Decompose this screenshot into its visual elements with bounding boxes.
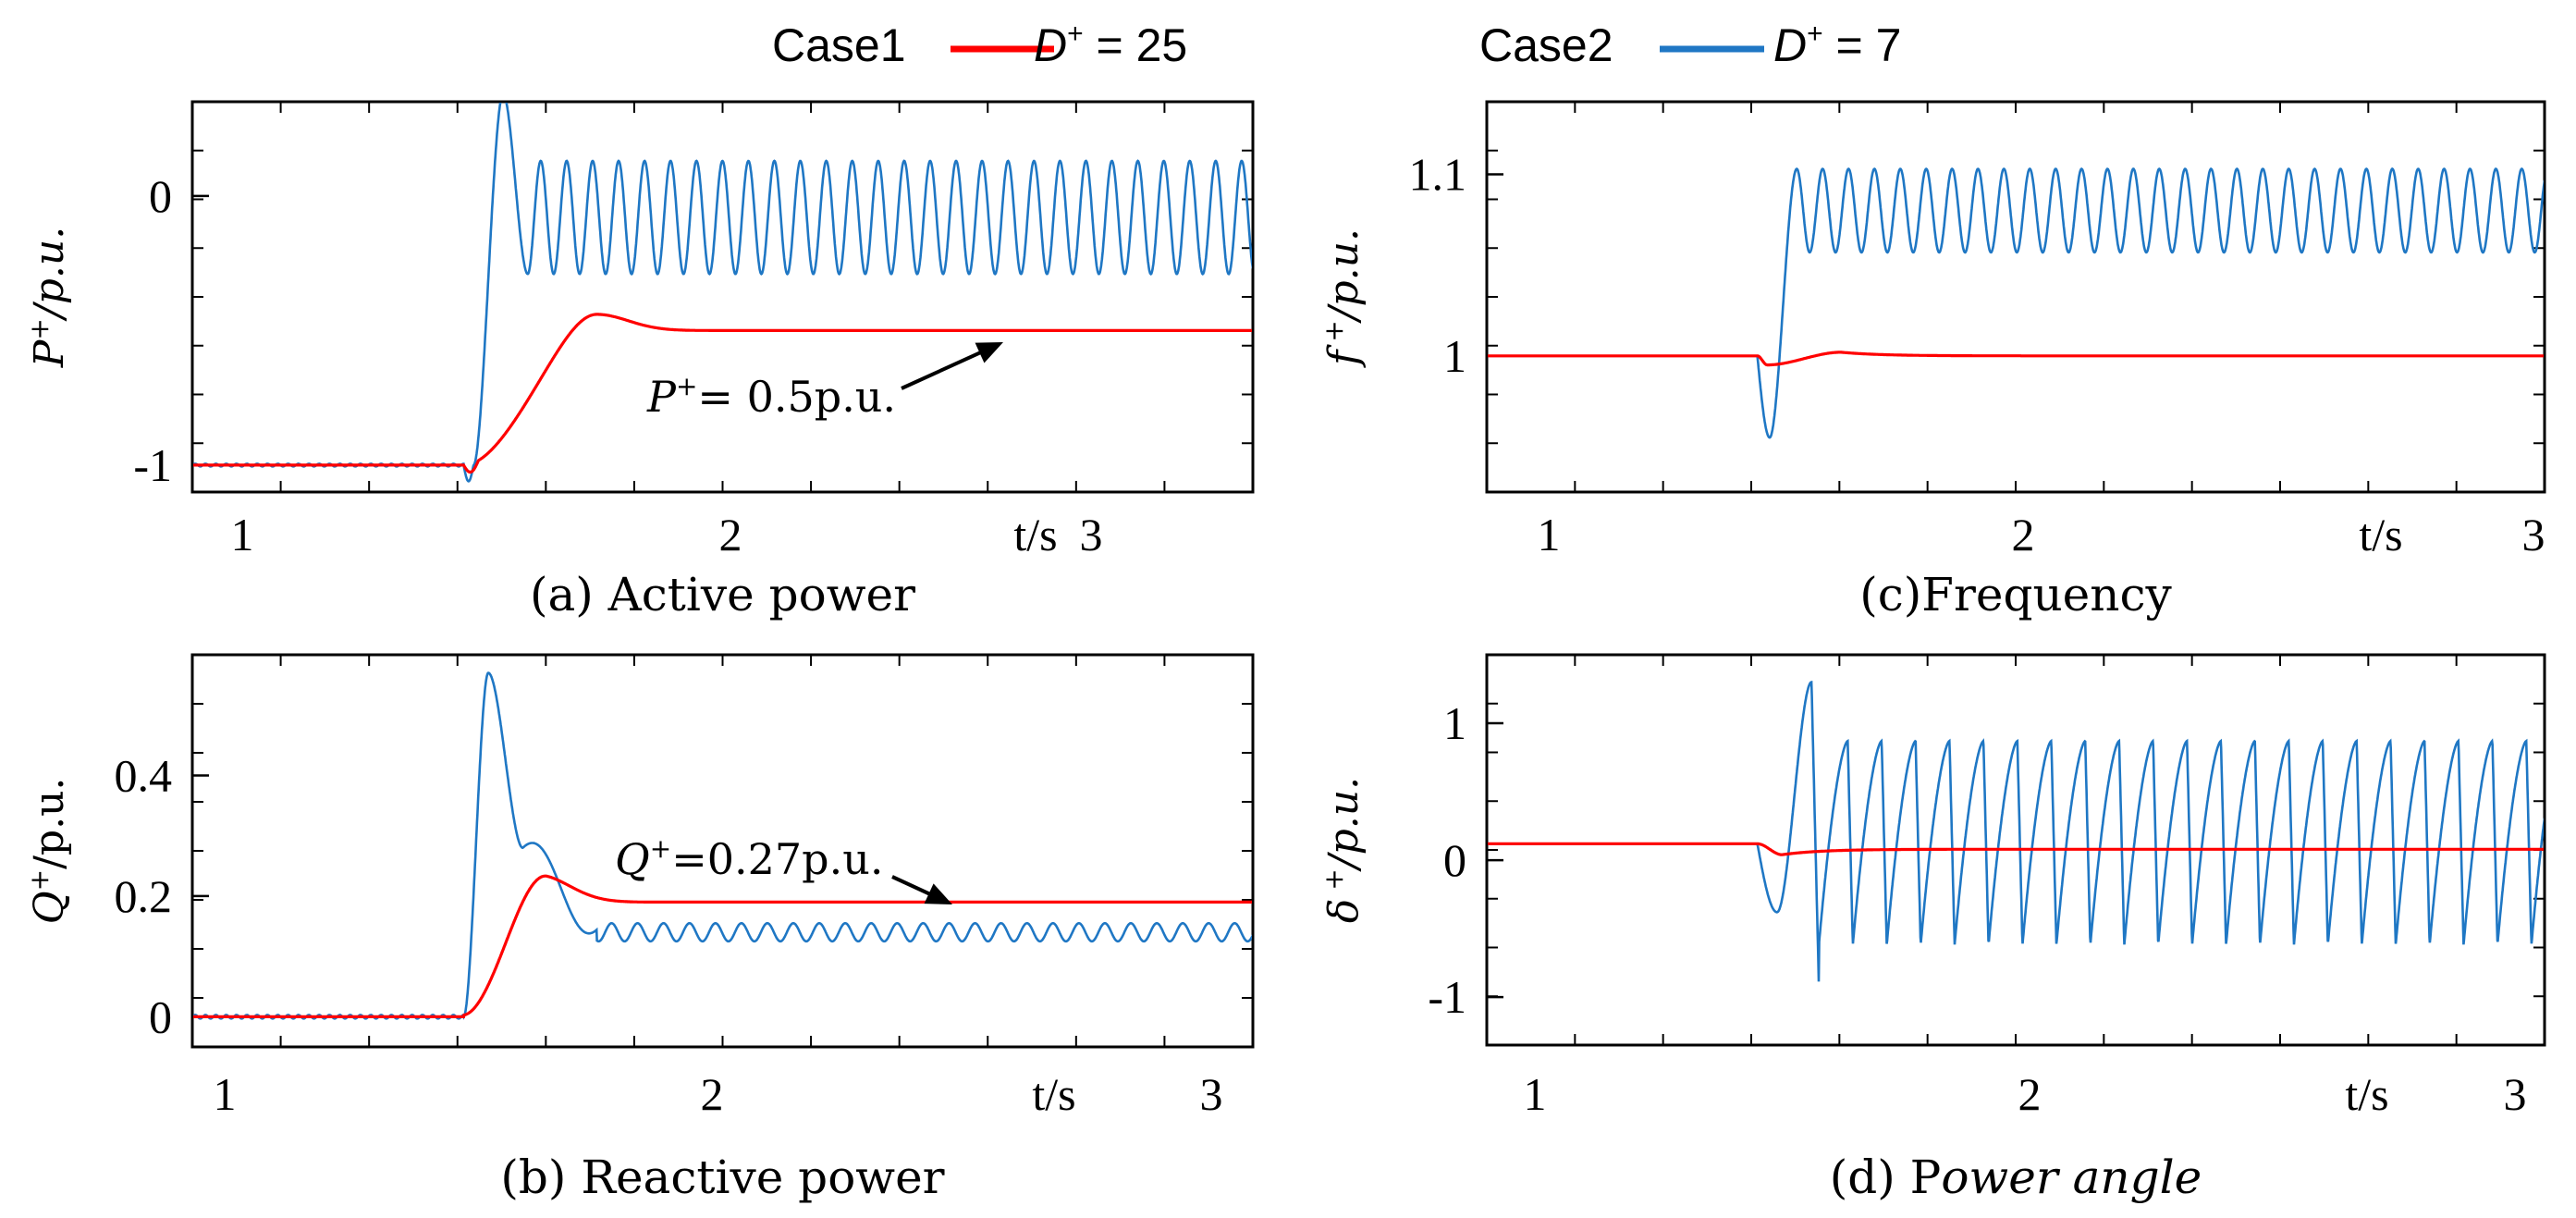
- legend: Case1 D+ = 25 Case2 D+ = 7: [772, 18, 1901, 71]
- x-axis-label: t/s: [1032, 1068, 1075, 1120]
- series-line-case2: [1488, 680, 2544, 982]
- x-tick-label: 1: [1524, 1068, 1547, 1120]
- panel-c: 1.1 1 1 2 3 t/s f +/p.u. (c)Frequency: [1319, 100, 2546, 621]
- y-axis-label: P+/p.u.: [24, 227, 73, 368]
- value-annotation: Q+=0.27p.u.: [615, 833, 883, 884]
- panel-caption: (b) Reactive power: [500, 1150, 944, 1204]
- y-tick-label: 1: [1443, 330, 1466, 382]
- y-axis-label: Q+/p.u.: [24, 778, 73, 925]
- panel-a: 0 -1 1 2 3 t/s P+/p.u. (a) Active power P+= 0.5p…: [24, 100, 1255, 621]
- y-tick-label: 1: [1443, 697, 1466, 749]
- x-tick-label: 2: [701, 1068, 724, 1120]
- series-line-case2: [193, 103, 1252, 483]
- panel-d: 1 0 -1 1 2 3 t/s δ +/p.u. (d) Power angle: [1319, 653, 2546, 1204]
- x-tick-label: 3: [1200, 1068, 1223, 1120]
- panel-caption: (a) Active power: [530, 568, 915, 621]
- x-tick-label: 2: [2012, 509, 2035, 560]
- annotation-arrow: [901, 346, 992, 390]
- series-line-case2: [1488, 167, 2544, 439]
- annotation-arrowhead: [975, 342, 1003, 363]
- panel-b: 0 0.2 0.4 1 2 3 t/s Q+/p.u. (b) Reactive power Q+…: [24, 653, 1255, 1204]
- x-tick-label: 3: [2522, 509, 2545, 560]
- panel-caption: (c)Frequency: [1859, 568, 2172, 621]
- y-tick-label: -1: [1428, 971, 1466, 1023]
- x-tick-label: 3: [2504, 1068, 2527, 1120]
- value-annotation: P+= 0.5p.u.: [646, 371, 896, 422]
- series-line-case1: [1488, 351, 2544, 367]
- y-tick-label: -1: [133, 439, 172, 491]
- plot-frame: [1485, 100, 2546, 494]
- x-axis-label: t/s: [2359, 509, 2402, 560]
- panel-caption: (d) Power angle: [1830, 1150, 2202, 1204]
- legend-case2-name: Case2: [1479, 19, 1613, 71]
- legend-case1-label: D+ = 25: [1034, 18, 1187, 71]
- x-axis-label: t/s: [2345, 1068, 2388, 1120]
- y-axis-label: f +/p.u.: [1319, 228, 1368, 368]
- legend-case2-label: D+ = 7: [1773, 18, 1901, 71]
- series-line-case1: [193, 874, 1252, 1018]
- series-line-case1: [193, 313, 1252, 474]
- y-axis-label: δ +/p.u.: [1319, 777, 1368, 923]
- y-tick-label: 0.4: [115, 749, 173, 801]
- x-axis-label: t/s: [1013, 509, 1057, 560]
- x-tick-label: 1: [214, 1068, 237, 1120]
- y-tick-label: 0: [1443, 834, 1466, 886]
- y-tick-label: 1.1: [1409, 149, 1467, 201]
- y-tick-label: 0: [149, 990, 172, 1042]
- x-tick-label: 2: [2018, 1068, 2042, 1120]
- y-tick-label: 0.2: [115, 870, 173, 922]
- annotation-arrowhead: [924, 883, 952, 904]
- x-tick-label: 1: [1538, 509, 1561, 560]
- legend-case1-name: Case1: [772, 19, 906, 71]
- x-tick-label: 3: [1080, 509, 1103, 560]
- y-tick-label: 0: [149, 170, 172, 222]
- x-tick-label: 1: [231, 509, 254, 560]
- series-line-case1: [1488, 842, 2544, 856]
- x-tick-label: 2: [719, 509, 742, 560]
